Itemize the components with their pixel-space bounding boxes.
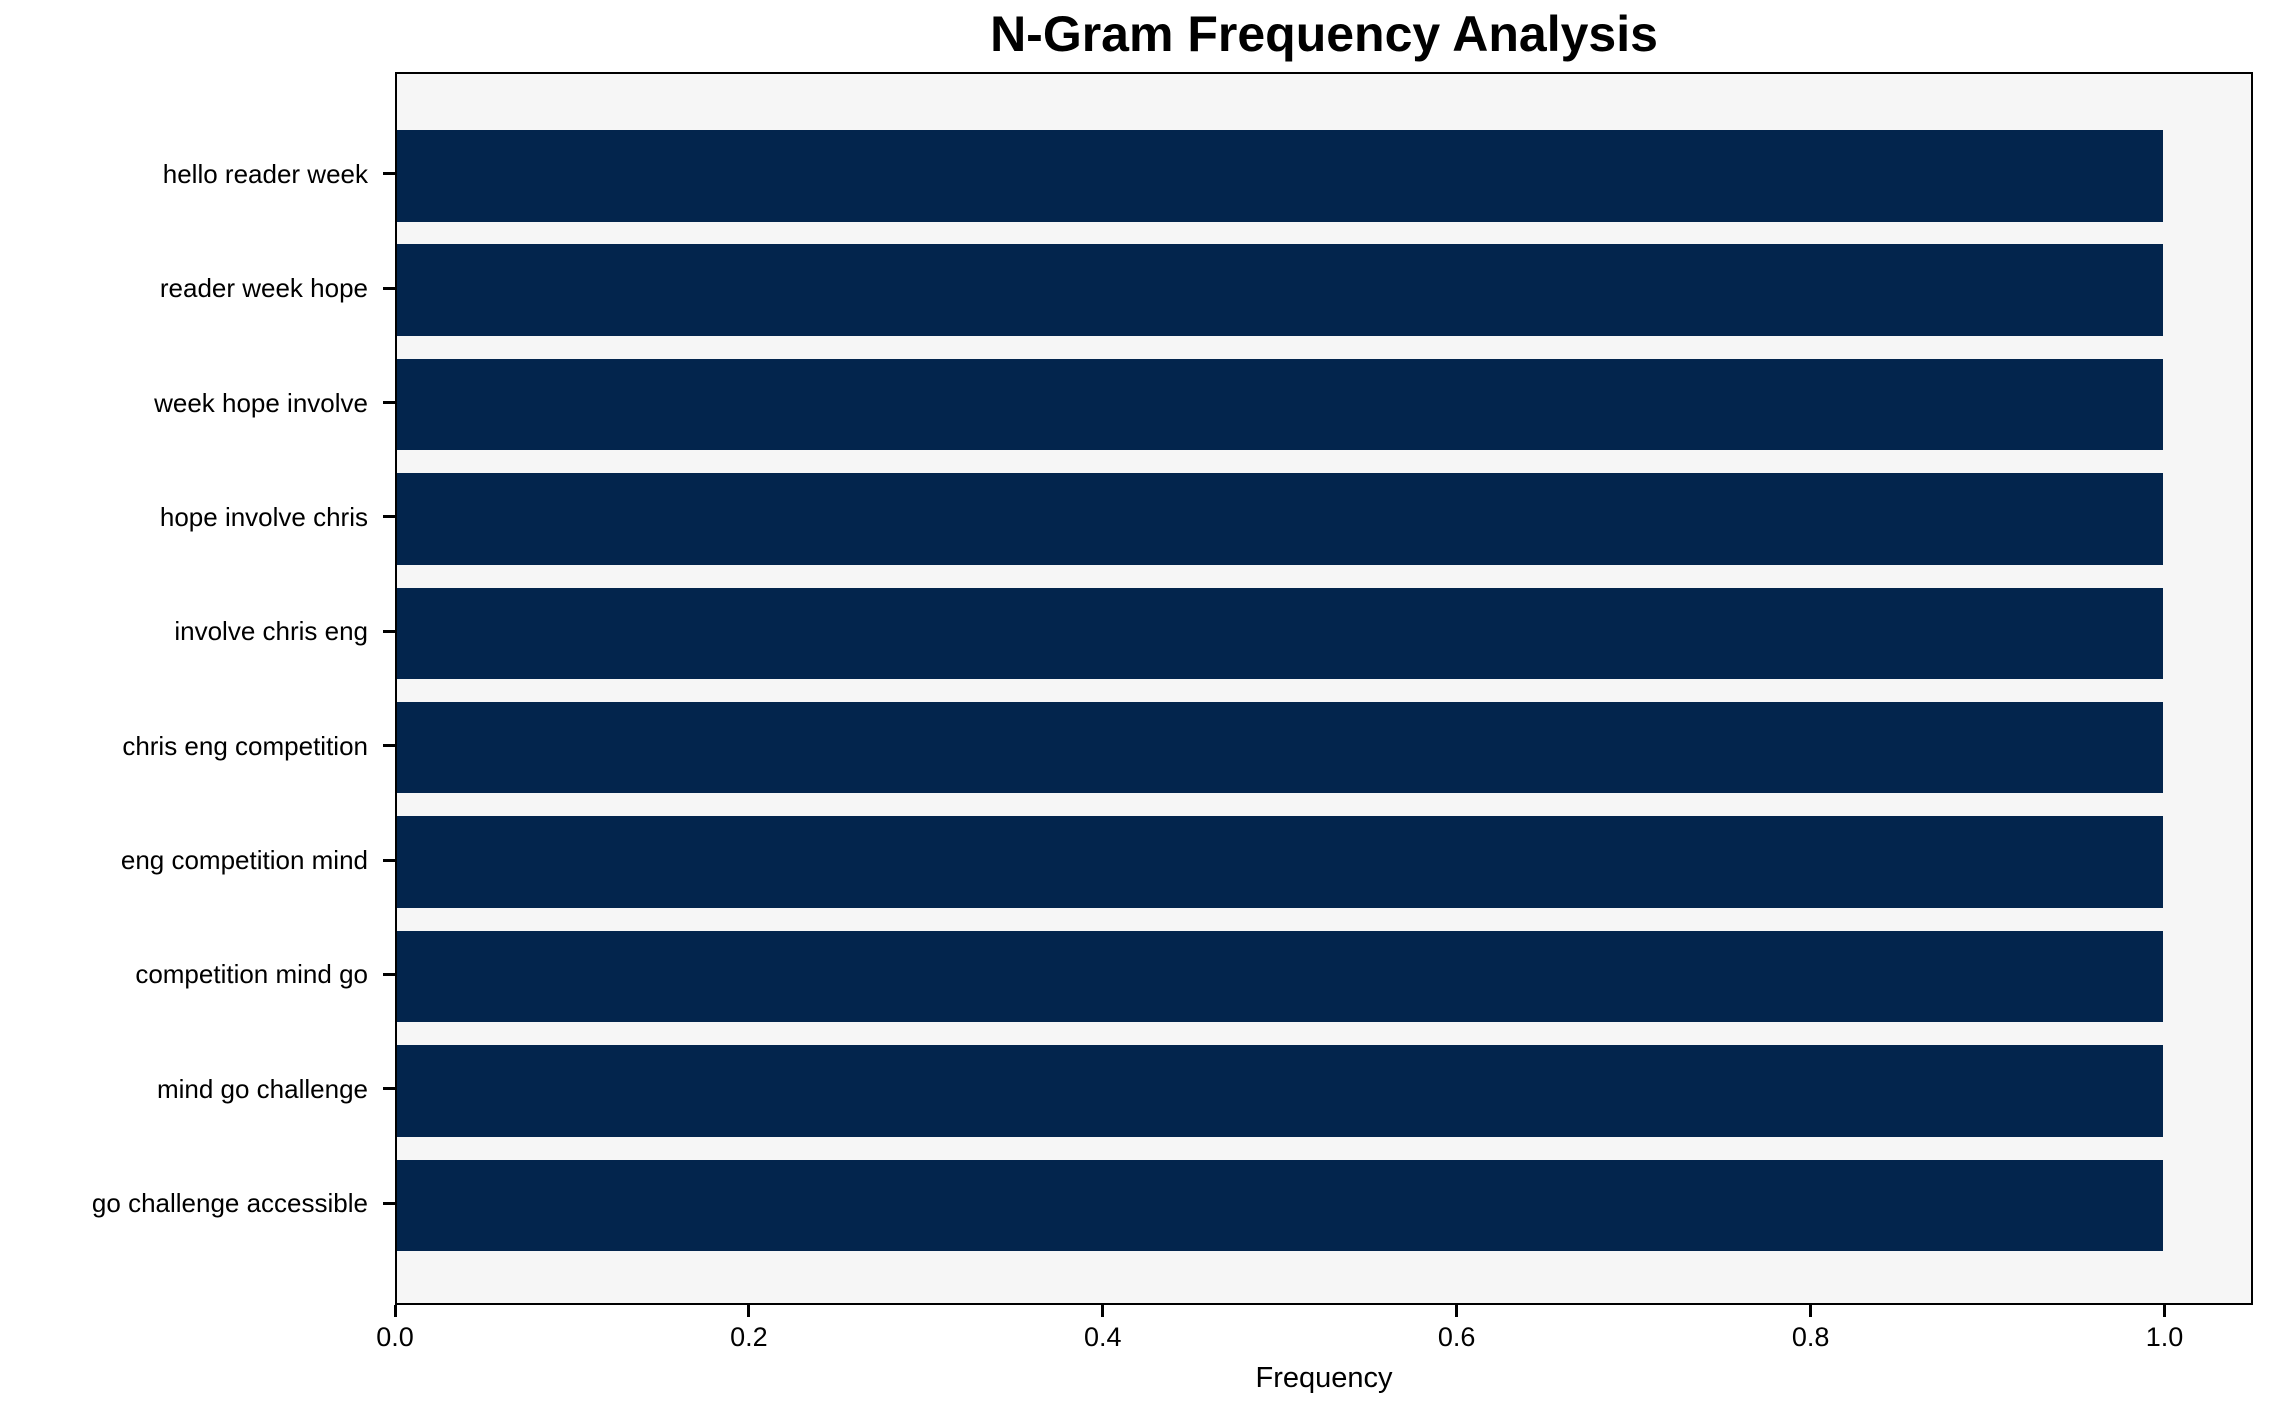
- y-tick: [383, 858, 395, 862]
- y-tick-label: eng competition mind: [120, 845, 368, 876]
- bar: [397, 1045, 2163, 1137]
- bar: [397, 816, 2163, 908]
- y-tick: [383, 1087, 395, 1091]
- y-tick-label: hope involve chris: [159, 501, 368, 532]
- y-tick-label: competition mind go: [135, 959, 368, 990]
- x-tick: [2163, 1305, 2166, 1317]
- y-tick: [383, 1201, 395, 1205]
- y-tick-label: mind go challenge: [156, 1073, 368, 1104]
- y-tick: [383, 286, 395, 290]
- chart-title: N-Gram Frequency Analysis: [990, 6, 1658, 62]
- bar: [397, 358, 2163, 451]
- x-tick-label: 0.4: [1084, 1322, 1122, 1352]
- y-tick: [383, 744, 395, 748]
- y-tick-label: go challenge accessible: [91, 1188, 368, 1219]
- y-tick: [383, 172, 395, 176]
- y-tick-label: hello reader week: [162, 158, 368, 189]
- x-tick-label: 0.8: [1791, 1322, 1830, 1352]
- y-tick: [383, 972, 395, 976]
- x-tick: [1809, 1305, 1813, 1317]
- x-tick-label: 0.2: [730, 1322, 768, 1352]
- y-tick: [383, 629, 395, 633]
- bar: [397, 130, 2163, 222]
- y-tick: [383, 515, 395, 519]
- y-tick-label: week hope involve: [154, 387, 368, 418]
- x-tick: [747, 1305, 751, 1317]
- x-tick: [1455, 1305, 1459, 1317]
- bar: [397, 587, 2163, 680]
- x-tick-label: 0.0: [376, 1322, 414, 1352]
- bar: [397, 930, 2163, 1023]
- y-tick-label: chris eng competition: [122, 730, 368, 761]
- y-tick-label: reader week hope: [159, 273, 368, 304]
- x-axis-label: Frequency: [1255, 1362, 1393, 1394]
- x-tick: [393, 1305, 397, 1317]
- bar: [397, 1159, 2163, 1251]
- x-tick-label: 0.6: [1437, 1322, 1476, 1352]
- bar: [397, 473, 2163, 565]
- bar: [397, 244, 2163, 336]
- y-tick-label: involve chris eng: [174, 616, 368, 647]
- plot-area: [395, 72, 2253, 1305]
- x-tick: [1101, 1305, 1105, 1317]
- bar: [397, 701, 2163, 794]
- x-tick-label: 1.0: [2145, 1322, 2184, 1352]
- y-tick: [383, 401, 395, 405]
